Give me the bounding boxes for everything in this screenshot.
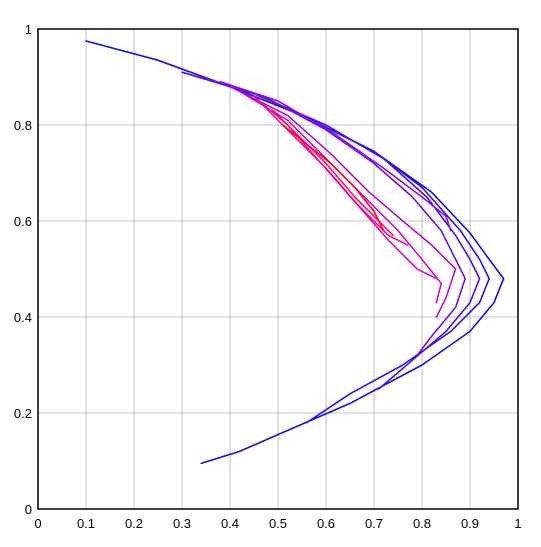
y-tick-label-2: 0.4 (14, 310, 32, 325)
x-axis-ticks: 0 0.1 0.2 0.3 0.4 0.5 0.6 0.7 0.8 0.9 1 (34, 516, 521, 531)
series-line-5 (229, 85, 457, 318)
series-line-6 (238, 90, 442, 304)
y-tick-label-5: 1 (25, 22, 32, 37)
y-tick-label-4: 0.8 (14, 118, 32, 133)
series-line-3 (200, 76, 466, 357)
series-layer (85, 40, 505, 465)
x-tick-label-6: 0.6 (317, 516, 335, 531)
x-tick-label-4: 0.4 (221, 516, 239, 531)
x-tick-label-9: 0.9 (461, 516, 479, 531)
series-line-2 (181, 71, 481, 390)
x-tick-label-2: 0.2 (125, 516, 143, 531)
y-axis-ticks: 0 0.2 0.4 0.6 0.8 1 (14, 22, 32, 517)
x-tick-label-3: 0.3 (173, 516, 191, 531)
x-tick-label-7: 0.7 (365, 516, 383, 531)
y-tick-label-0: 0 (25, 502, 32, 517)
x-tick-label-0: 0 (34, 516, 41, 531)
x-tick-label-1: 0.1 (77, 516, 95, 531)
series-line-10 (282, 124, 385, 232)
x-tick-label-8: 0.8 (413, 516, 431, 531)
series-line-9 (272, 109, 394, 237)
x-tick-label-5: 0.5 (269, 516, 287, 531)
y-tick-label-3: 0.6 (14, 214, 32, 229)
y-tick-label-1: 0.2 (14, 406, 32, 421)
series-line-4 (219, 81, 452, 232)
plot-frame (37, 28, 519, 510)
x-tick-label-10: 1 (514, 516, 521, 531)
